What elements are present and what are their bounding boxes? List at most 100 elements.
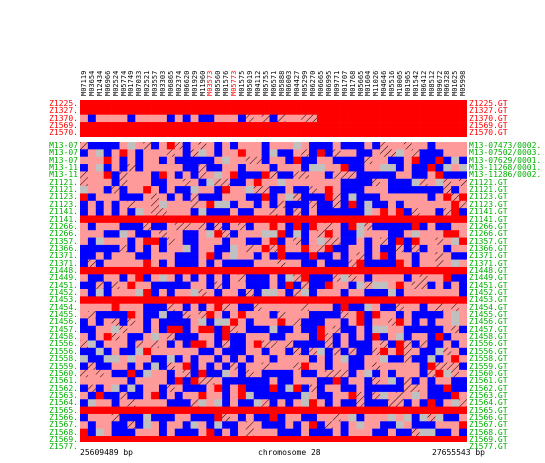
genotype-cell	[245, 274, 255, 282]
genotype-cell	[316, 333, 326, 341]
genotype-cell	[443, 377, 452, 385]
genotype-cell	[151, 100, 160, 108]
genotype-cell	[95, 281, 104, 290]
genotype-cell	[316, 384, 326, 393]
genotype-cell	[80, 122, 89, 130]
genotype-cell	[245, 369, 255, 378]
genotype-cell	[277, 237, 286, 246]
genotype-cell	[332, 384, 341, 393]
genotype-cell	[214, 149, 223, 157]
genotype-cell	[411, 325, 420, 334]
marker-label: M05299	[301, 70, 310, 96]
genotype-cell	[198, 355, 207, 363]
genotype-cell	[459, 107, 467, 115]
genotype-cell	[103, 362, 112, 371]
genotype-cell	[388, 252, 397, 260]
genotype-cell	[230, 406, 239, 415]
genotype-cell	[166, 149, 176, 157]
genotype-cell	[411, 281, 420, 290]
genotype-cell	[158, 129, 168, 138]
genotype-cell	[261, 377, 270, 385]
genotype-cell	[340, 384, 349, 393]
genotype-cell	[245, 303, 255, 312]
genotype-cell	[285, 355, 294, 363]
genotype-cell	[214, 406, 223, 415]
genotype-cell	[340, 107, 349, 115]
genotype-cell	[143, 171, 152, 180]
genotype-cell	[253, 274, 262, 282]
genotype-cell	[411, 347, 420, 356]
genotype-cell	[451, 347, 460, 356]
genotype-cell	[198, 156, 207, 165]
genotype-cell	[427, 186, 436, 194]
genotype-cell	[372, 421, 381, 429]
genotype-cell	[214, 107, 223, 115]
genotype-cell	[127, 436, 136, 442]
genotype-cell	[443, 149, 452, 157]
sample-label-right: Z1370.GT	[469, 113, 508, 123]
marker-label: M06270	[309, 70, 318, 96]
genotype-cell	[277, 129, 286, 138]
genotype-cell	[372, 391, 381, 400]
genotype-cell	[316, 129, 326, 138]
genotype-cell	[395, 384, 405, 393]
genotype-cell	[443, 142, 452, 150]
genotype-cell	[103, 114, 112, 123]
genotype-cell	[87, 369, 97, 378]
genotype-cell	[348, 122, 357, 130]
genotype-cell	[309, 325, 318, 334]
genotype-cell	[411, 266, 420, 275]
genotype-cell	[206, 369, 215, 378]
genotype-cell	[103, 428, 112, 437]
genotype-cell	[174, 171, 183, 180]
genotype-cell	[95, 311, 104, 319]
genotype-cell	[324, 399, 334, 407]
genotype-cell	[269, 413, 278, 422]
sample-label-left: Z1123.	[49, 192, 78, 202]
genotype-cell	[443, 274, 452, 282]
genotype-cell	[285, 237, 294, 246]
genotype-cell	[443, 303, 452, 312]
genotype-cell	[103, 215, 112, 224]
genotype-cell	[135, 384, 144, 393]
genotype-cell	[222, 377, 231, 385]
genotype-cell	[230, 122, 239, 130]
genotype-cell	[309, 178, 318, 187]
genotype-cell	[293, 413, 302, 422]
genotype-cell	[190, 274, 199, 282]
genotype-cell	[245, 428, 255, 437]
genotype-cell	[245, 281, 255, 290]
genotype-cell	[103, 333, 112, 341]
genotype-cell	[348, 230, 357, 238]
genotype-cell	[80, 171, 89, 180]
genotype-cell	[380, 399, 389, 407]
genotype-cell	[380, 311, 389, 319]
genotype-cell	[364, 252, 373, 260]
genotype-cell	[340, 129, 349, 138]
genotype-cell	[158, 186, 168, 194]
genotype-cell	[230, 428, 239, 437]
genotype-cell	[395, 266, 405, 275]
genotype-cell	[135, 100, 144, 108]
genotype-cell	[166, 391, 176, 400]
genotype-cell	[277, 274, 286, 282]
genotype-cell	[332, 421, 341, 429]
genotype-cell	[332, 107, 341, 115]
genotype-cell	[403, 252, 413, 260]
genotype-cell	[332, 347, 341, 356]
genotype-cell	[293, 164, 302, 172]
sample-label-right: Z1568.GT	[469, 427, 508, 437]
genotype-cell	[111, 208, 120, 216]
genotype-cell	[340, 399, 349, 407]
genotype-cell	[261, 281, 270, 290]
genotype-cell	[80, 237, 89, 246]
genotype-cell	[388, 362, 397, 371]
genotype-cell	[158, 377, 168, 385]
genotype-cell	[237, 156, 247, 165]
genotype-cell	[411, 100, 420, 108]
genotype-cell	[443, 164, 452, 172]
genotype-cell	[372, 274, 381, 282]
genotype-cell	[214, 266, 223, 275]
genotype-cell	[388, 377, 397, 385]
genotype-cell	[182, 421, 191, 429]
